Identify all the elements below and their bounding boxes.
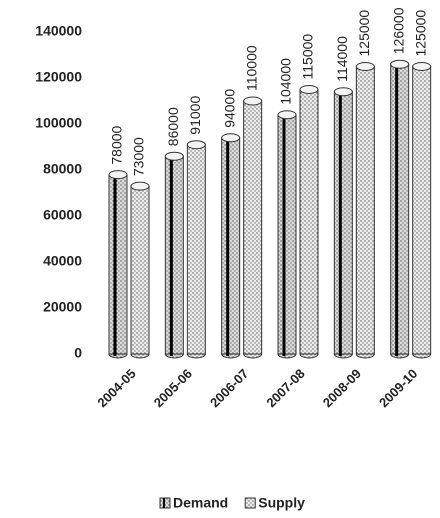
bar: [333, 91, 353, 355]
bar-cap: [277, 110, 297, 120]
bar-cap: [299, 85, 319, 94]
value-label: 125000: [356, 10, 372, 57]
value-label: 94000: [221, 89, 237, 128]
bar-cap: [243, 96, 263, 106]
value-label: 104000: [278, 58, 294, 105]
bar: [390, 63, 410, 355]
bar-cap: [355, 62, 375, 71]
y-tick-label: 60000: [43, 207, 82, 223]
bar: [277, 114, 297, 355]
bar: [412, 66, 432, 355]
y-tick-label: 40000: [43, 253, 82, 269]
bar-cap: [130, 181, 150, 191]
x-tick-label: 2004-05: [94, 366, 138, 410]
x-tick-label: 2007-08: [263, 366, 307, 410]
value-label: 73000: [131, 137, 147, 176]
value-label: 114000: [334, 36, 350, 82]
bar-cap: [108, 170, 128, 180]
y-tick-label: 20000: [43, 299, 82, 315]
value-label: 126000: [390, 7, 406, 54]
y-tick-label: 140000: [35, 23, 82, 39]
value-label: 110000: [243, 45, 259, 91]
bar: [164, 155, 184, 355]
y-tick-label: 80000: [43, 161, 82, 177]
value-label: 115000: [300, 34, 316, 80]
y-tick-label: 100000: [35, 115, 82, 131]
bar-cap: [390, 59, 410, 69]
x-tick-label: 2005-06: [151, 366, 195, 410]
bar-cap: [164, 151, 184, 161]
value-label: 91000: [187, 96, 203, 135]
bar: [243, 100, 263, 355]
x-tick-label: 2006-07: [207, 366, 251, 410]
bar-cap: [412, 62, 432, 71]
bar-cap: [186, 140, 206, 150]
bar-cap: [221, 133, 241, 143]
bar: [130, 185, 150, 355]
bar: [186, 144, 206, 355]
y-tick-label: 120000: [35, 69, 82, 85]
y-tick-label: 0: [74, 345, 82, 361]
value-label: 125000: [412, 10, 428, 57]
bar-cap: [333, 87, 353, 97]
legend-label: Demand: [173, 495, 228, 511]
x-tick-label: 2009-10: [376, 366, 420, 410]
bar: [299, 89, 319, 355]
legend-label: Supply: [258, 495, 305, 511]
legend-swatch: [244, 497, 256, 509]
bar: [355, 66, 375, 355]
bar: [108, 174, 128, 355]
value-label: 78000: [109, 125, 125, 164]
x-tick-label: 2008-09: [320, 366, 364, 410]
value-label: 86000: [165, 107, 181, 146]
bar: [221, 137, 241, 355]
